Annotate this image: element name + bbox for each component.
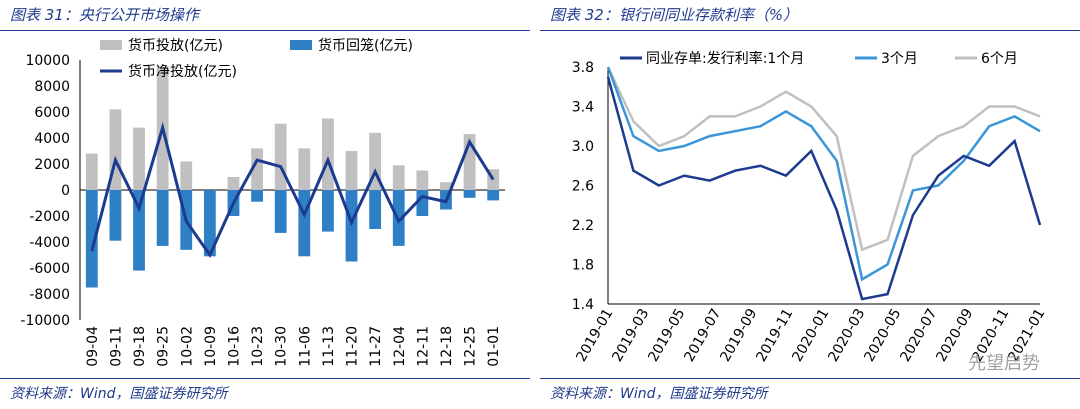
y-tick-label: -2000	[29, 209, 70, 225]
bar-withdrawal	[416, 190, 429, 216]
x-tick-label: 09-04	[85, 326, 101, 367]
bar-issuance	[369, 132, 382, 190]
y-tick-label: -4000	[29, 235, 70, 251]
bar-issuance	[274, 123, 287, 190]
legend-label: 货币投放(亿元)	[128, 37, 223, 54]
bar-issuance	[463, 134, 476, 190]
y-tick-label: 3.8	[572, 60, 594, 76]
bar-issuance	[322, 118, 334, 190]
legend-label: 货币净投放(亿元)	[128, 63, 237, 80]
y-tick-label: 3.4	[572, 100, 594, 116]
left-top-rule	[0, 30, 530, 31]
x-tick-label: 01-01	[486, 326, 502, 367]
y-tick-label: 2000	[34, 157, 70, 173]
y-tick-label: -8000	[29, 287, 70, 303]
right-bottom-rule	[540, 378, 1080, 379]
bar-withdrawal	[487, 190, 500, 201]
right-chart: 1.41.82.22.63.03.43.82019-012019-032019-…	[572, 50, 1049, 365]
y-tick-label: 2.2	[572, 218, 594, 234]
y-tick-label: 10000	[25, 53, 70, 69]
left-chart: -10000 -8000 -6000 -4000 -2000 0 2000 4000 6000 8…	[20, 37, 505, 367]
legend-label: 同业存单:发行利率:1个月	[646, 50, 804, 67]
bar-withdrawal	[274, 190, 287, 233]
y-tick-label: -6000	[29, 261, 70, 277]
bar-withdrawal	[322, 190, 334, 232]
x-tick-label: 12-04	[392, 326, 408, 367]
bar-withdrawal	[298, 190, 311, 257]
legend-label: 3个月	[881, 51, 918, 67]
y-tick-label: 0	[61, 183, 70, 199]
y-tick-label: -10000	[20, 313, 70, 329]
bar-issuance	[392, 165, 405, 190]
bar-issuance	[109, 109, 122, 190]
y-tick-label: 1.8	[572, 258, 594, 274]
y-tick-label: 2.6	[572, 179, 594, 195]
series-line	[606, 66, 1041, 282]
x-tick-label: 09-18	[132, 326, 148, 367]
bar-withdrawal	[463, 190, 476, 198]
x-tick-label: 11-27	[368, 326, 384, 367]
y-tick-label: 3.0	[572, 139, 594, 155]
x-tick-label: 12-25	[463, 326, 479, 367]
bar-withdrawal	[369, 190, 382, 229]
bar-issuance	[416, 170, 429, 190]
left-source: 资料来源：Wind，国盛证券研究所	[10, 386, 228, 402]
bar-withdrawal	[85, 190, 98, 288]
x-tick-label: 09-11	[108, 326, 124, 367]
bar-issuance	[251, 148, 263, 190]
bar-issuance	[85, 153, 98, 190]
bar-issuance	[440, 182, 452, 190]
left-panel: 图表 31：央行公开市场操作 -10000 -8000 -6000 -4000 -200…	[0, 0, 530, 409]
bar-withdrawal	[251, 190, 263, 202]
x-tick-label: 10-23	[250, 326, 266, 367]
x-tick-label: 10-09	[203, 326, 219, 367]
x-tick-label: 11-20	[345, 326, 361, 367]
x-tick-label: 10-30	[274, 326, 290, 367]
legend-swatch	[290, 40, 312, 50]
x-tick-label: 11-06	[297, 326, 313, 367]
x-tick-label: 10-16	[226, 326, 242, 367]
x-tick-label: 09-25	[156, 326, 172, 367]
bar-withdrawal	[133, 190, 145, 271]
bar-issuance	[345, 151, 358, 190]
bar-withdrawal	[156, 190, 169, 246]
x-tick-label: 12-18	[439, 326, 455, 367]
y-tick-label: 4000	[34, 131, 70, 147]
watermark: 先望启势	[968, 353, 1040, 374]
legend-label: 货币回笼(亿元)	[318, 37, 413, 54]
x-tick-label: 12-11	[415, 326, 431, 367]
right-source: 资料来源：Wind，国盛证券研究所	[550, 386, 768, 402]
legend-label: 6个月	[981, 51, 1018, 67]
series-line	[606, 76, 1042, 301]
bar-issuance	[298, 148, 311, 190]
right-panel: 图表 32：银行间同业存款利率（%） 1.4 1.8 2.2 2.6 3.0 3.4 3.8…	[540, 0, 1080, 409]
x-tick-label: 10-02	[179, 326, 195, 367]
bar-issuance	[227, 177, 240, 190]
bar-issuance	[180, 161, 193, 190]
y-tick-label: 6000	[34, 105, 70, 121]
left-chart-title: 图表 31：央行公开市场操作	[10, 6, 199, 24]
y-tick-label: 8000	[34, 79, 70, 95]
right-top-rule	[540, 30, 1080, 31]
left-bottom-rule	[0, 378, 530, 379]
right-chart-title: 图表 32：银行间同业存款利率（%）	[550, 6, 799, 24]
line-net-injection	[90, 121, 495, 259]
x-tick-label: 11-13	[321, 326, 337, 367]
bar-withdrawal	[203, 190, 216, 257]
legend-swatch	[100, 40, 122, 50]
bar-withdrawal	[109, 190, 122, 241]
series-line	[606, 66, 1041, 252]
y-tick-label: 1.4	[572, 297, 594, 313]
bar-issuance	[133, 127, 145, 190]
